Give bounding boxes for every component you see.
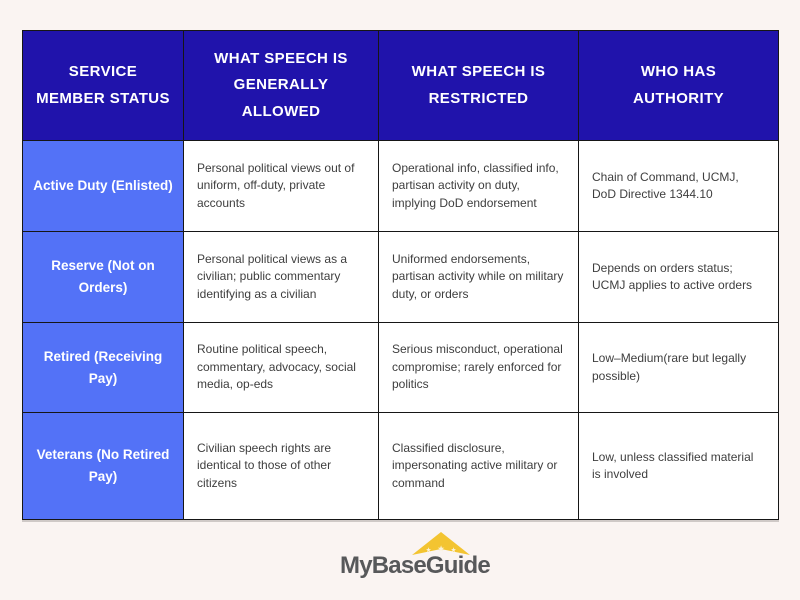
column-header-speech-restricted: WHAT SPEECH IS RESTRICTED [378, 30, 579, 141]
row-label: Retired (Receiving Pay) [22, 322, 184, 413]
cell-allowed: Personal political views out of uniform,… [183, 140, 379, 232]
cell-allowed: Routine political speech, commentary, ad… [183, 322, 379, 413]
column-header-speech-allowed: WHAT SPEECH IS GENERALLY ALLOWED [183, 30, 379, 141]
row-label: Reserve (Not on Orders) [22, 231, 184, 323]
mybaseguide-logo: ★ ★ ★ MyBaseGuide [340, 529, 491, 580]
column-header-label: WHAT SPEECH IS GENERALLY ALLOWED [214, 50, 348, 120]
cell-authority: Chain of Command, UCMJ, DoD Directive 13… [578, 140, 779, 232]
logo-roof-icon: ★ ★ ★ [412, 532, 470, 555]
row-label: Veterans (No Retired Pay) [22, 412, 184, 520]
cell-authority: Low, unless classified material is invol… [578, 412, 779, 520]
logo-wordmark: MyBaseGuide [340, 552, 491, 579]
svg-text:★: ★ [437, 545, 445, 555]
table-row-retired: Retired (Receiving Pay) Routine politica… [22, 322, 779, 413]
table-row-reserve: Reserve (Not on Orders) Personal politic… [22, 231, 779, 323]
speech-rights-table: SERVICE MEMBER STATUS WHAT SPEECH IS GEN… [22, 30, 779, 520]
column-header-label: WHO HAS AUTHORITY [632, 63, 725, 107]
svg-text:★: ★ [426, 546, 432, 554]
row-label: Active Duty (Enlisted) [22, 140, 184, 232]
cell-authority: Depends on orders status; UCMJ applies t… [578, 231, 779, 323]
cell-authority: Low–Medium(rare but legally possible) [578, 322, 779, 413]
column-header-label: WHAT SPEECH IS RESTRICTED [411, 63, 546, 107]
column-header-service-member-status: SERVICE MEMBER STATUS [22, 30, 184, 141]
cell-allowed: Civilian speech rights are identical to … [183, 412, 379, 520]
cell-restricted: Operational info, classified info, parti… [378, 140, 579, 232]
column-header-label: SERVICE MEMBER STATUS [36, 63, 170, 107]
table-row-active-duty: Active Duty (Enlisted) Personal politica… [22, 140, 779, 232]
svg-text:★: ★ [451, 546, 457, 554]
cell-restricted: Classified disclosure, impersonating act… [378, 412, 579, 520]
cell-restricted: Uniformed endorsements, partisan activit… [378, 231, 579, 323]
cell-restricted: Serious misconduct, operational compromi… [378, 322, 579, 413]
table-row-veterans: Veterans (No Retired Pay) Civilian speec… [22, 412, 779, 520]
header-row: SERVICE MEMBER STATUS WHAT SPEECH IS GEN… [22, 30, 779, 141]
column-header-who-has-authority: WHO HAS AUTHORITY [578, 30, 779, 141]
cell-allowed: Personal political views as a civilian; … [183, 231, 379, 323]
